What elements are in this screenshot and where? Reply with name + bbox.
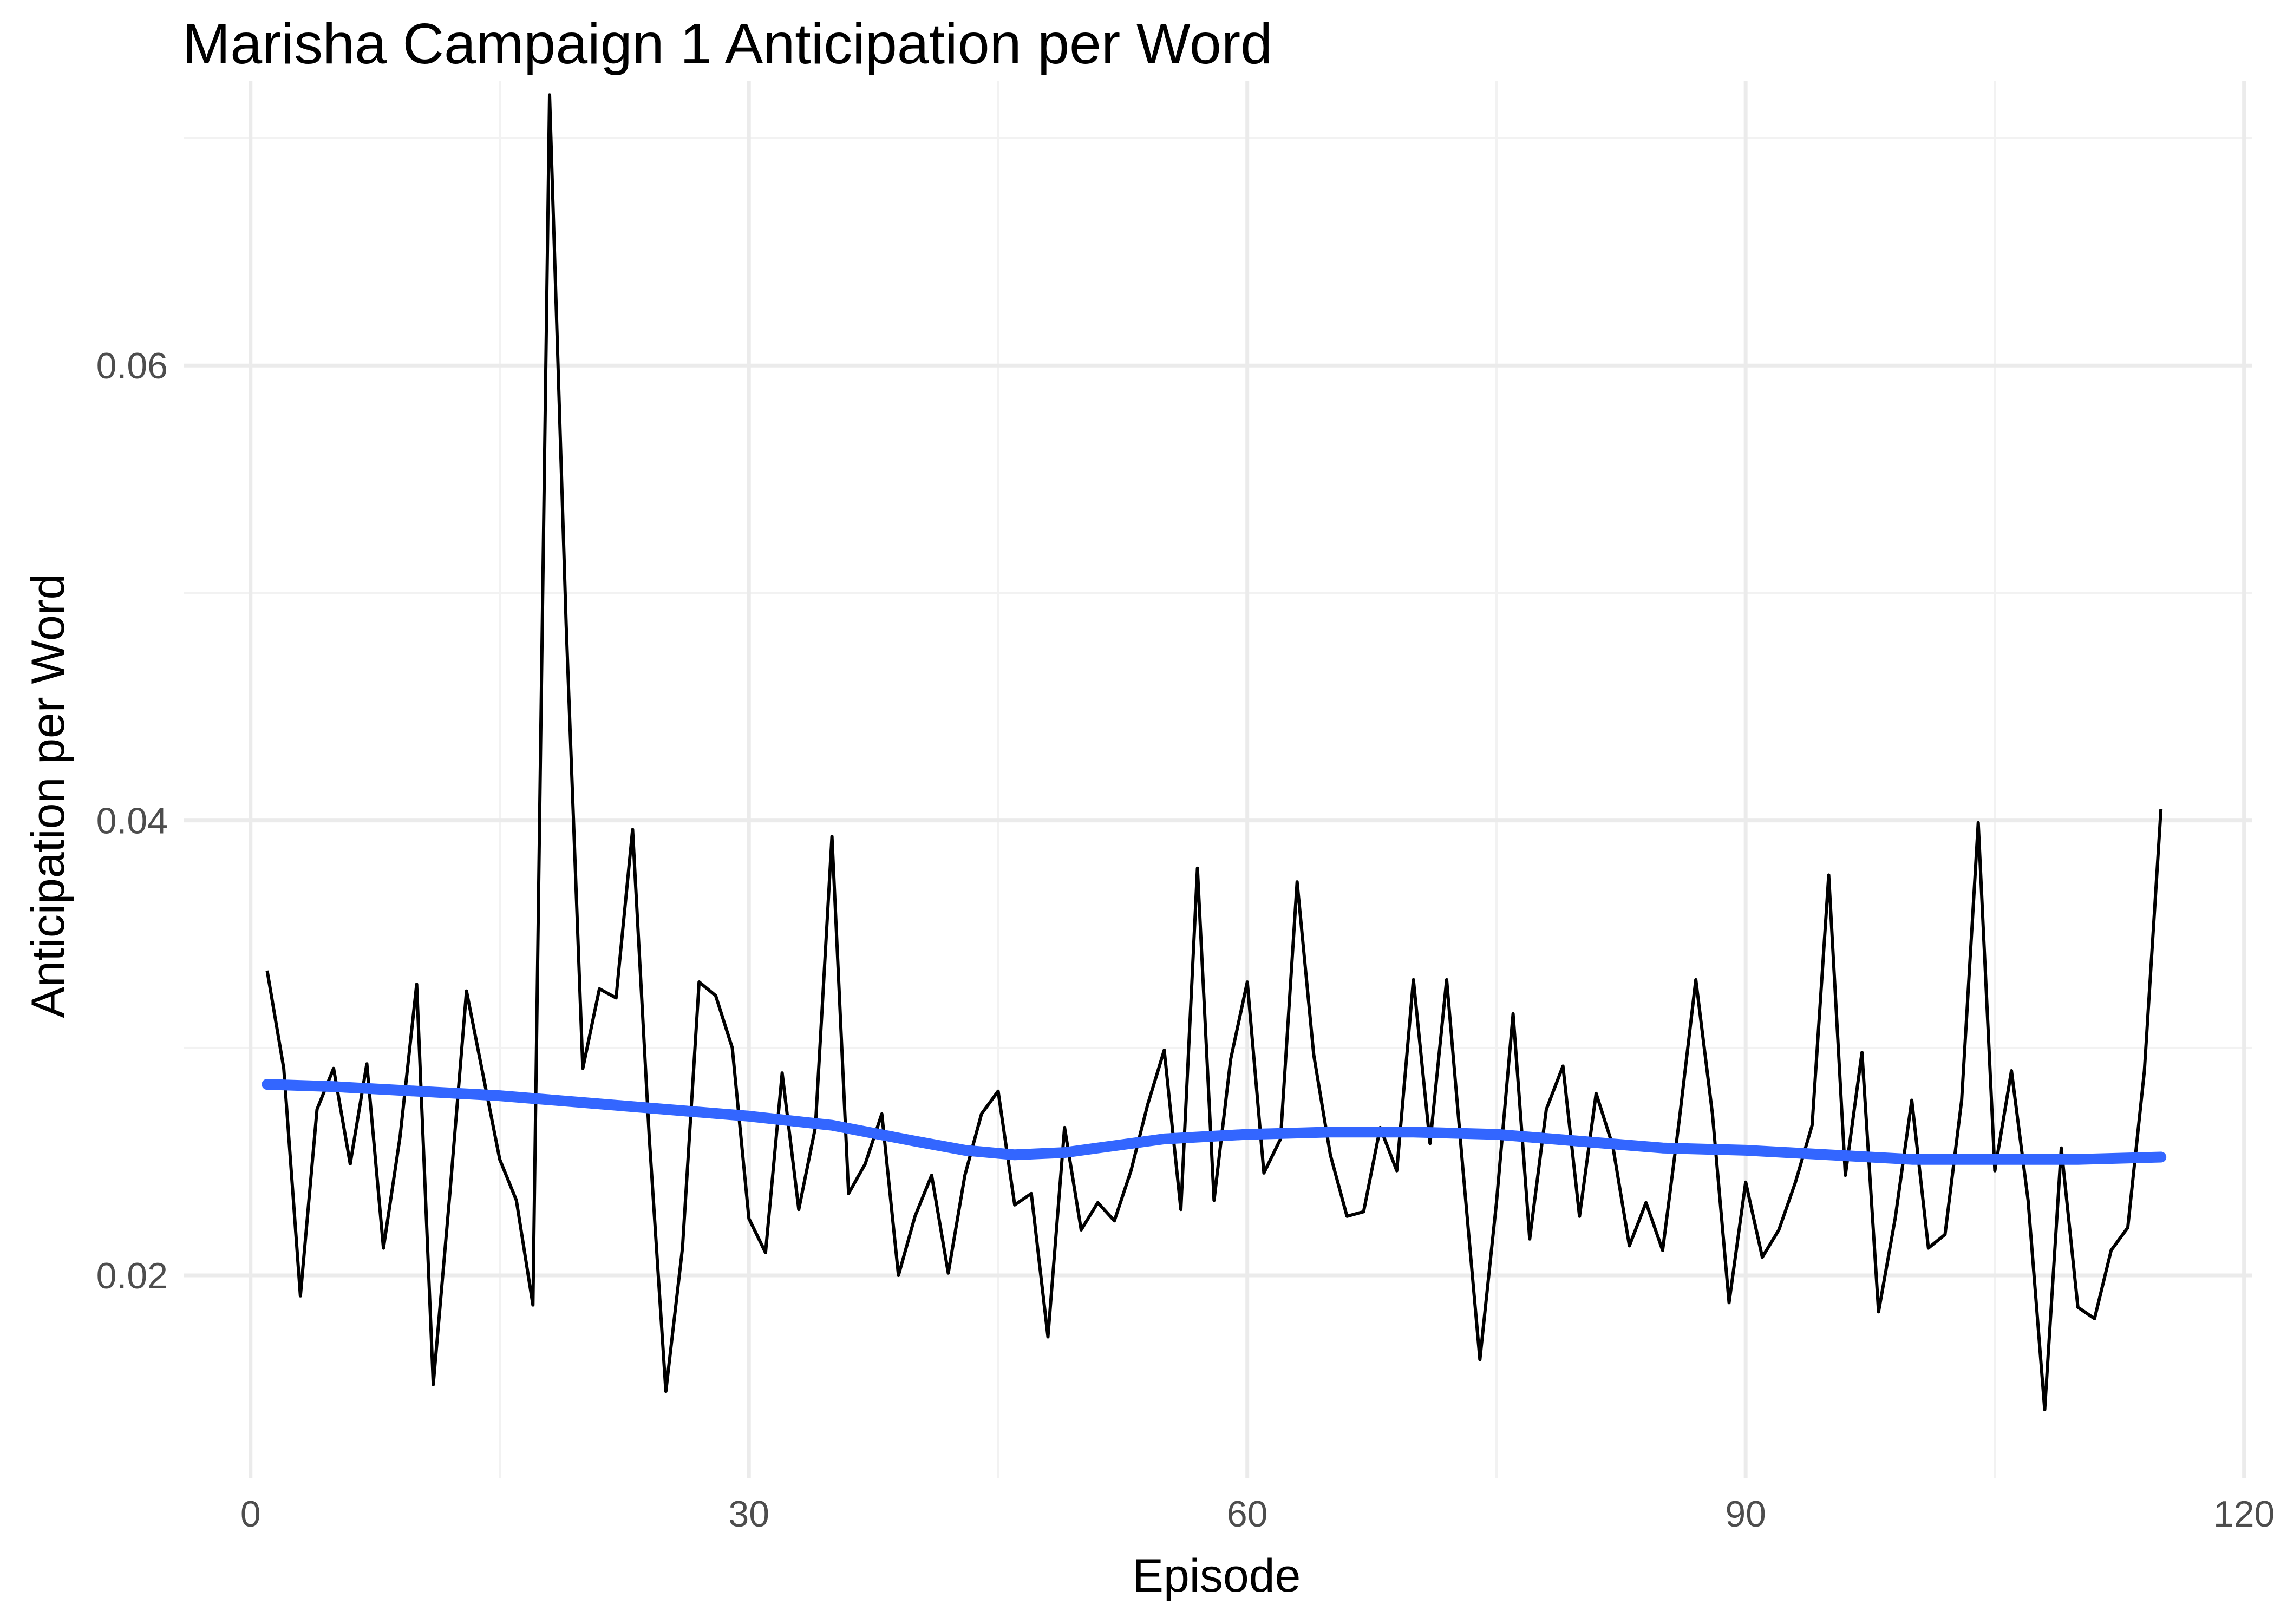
- series-lines: [262, 93, 2167, 1411]
- grid: [184, 81, 2252, 1478]
- y-axis-title: Anticipation per Word: [22, 574, 74, 1018]
- x-tick-label: 0: [240, 1494, 261, 1535]
- x-tick-label: 60: [1227, 1494, 1268, 1535]
- data-series-line: [265, 93, 2163, 1411]
- chart-title: Marisha Campaign 1 Anticipation per Word: [182, 12, 1272, 76]
- x-axis-title: Episode: [1133, 1550, 1301, 1602]
- y-tick-label: 0.02: [96, 1255, 168, 1296]
- x-tick-label: 90: [1725, 1494, 1766, 1535]
- x-tick-label: 30: [728, 1494, 769, 1535]
- tick-labels: 0 30 60 90 120 0.02 0.04 0.06: [96, 345, 2274, 1535]
- y-tick-label: 0.06: [96, 345, 168, 387]
- y-tick-label: 0.04: [96, 801, 168, 842]
- smoothed-trend-line: [262, 1079, 2167, 1165]
- x-tick-label: 120: [2213, 1494, 2274, 1535]
